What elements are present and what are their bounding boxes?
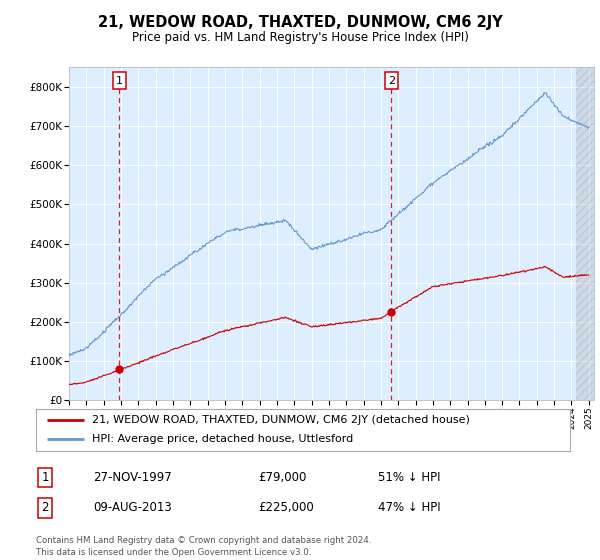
Text: 2: 2 (41, 501, 49, 515)
Text: HPI: Average price, detached house, Uttlesford: HPI: Average price, detached house, Uttl… (92, 435, 353, 445)
Bar (576, 67, 594, 400)
Text: Price paid vs. HM Land Registry's House Price Index (HPI): Price paid vs. HM Land Registry's House … (131, 31, 469, 44)
Text: £225,000: £225,000 (258, 501, 314, 515)
Text: 21, WEDOW ROAD, THAXTED, DUNMOW, CM6 2JY: 21, WEDOW ROAD, THAXTED, DUNMOW, CM6 2JY (98, 15, 502, 30)
Text: Contains HM Land Registry data © Crown copyright and database right 2024.
This d: Contains HM Land Registry data © Crown c… (36, 536, 371, 557)
Text: 27-NOV-1997: 27-NOV-1997 (93, 471, 172, 484)
Text: 47% ↓ HPI: 47% ↓ HPI (378, 501, 440, 515)
Text: 1: 1 (41, 471, 49, 484)
Text: 1: 1 (116, 76, 123, 86)
Text: £79,000: £79,000 (258, 471, 307, 484)
Text: 09-AUG-2013: 09-AUG-2013 (93, 501, 172, 515)
Text: 2: 2 (388, 76, 395, 86)
Text: 21, WEDOW ROAD, THAXTED, DUNMOW, CM6 2JY (detached house): 21, WEDOW ROAD, THAXTED, DUNMOW, CM6 2JY… (92, 415, 470, 425)
Text: 51% ↓ HPI: 51% ↓ HPI (378, 471, 440, 484)
